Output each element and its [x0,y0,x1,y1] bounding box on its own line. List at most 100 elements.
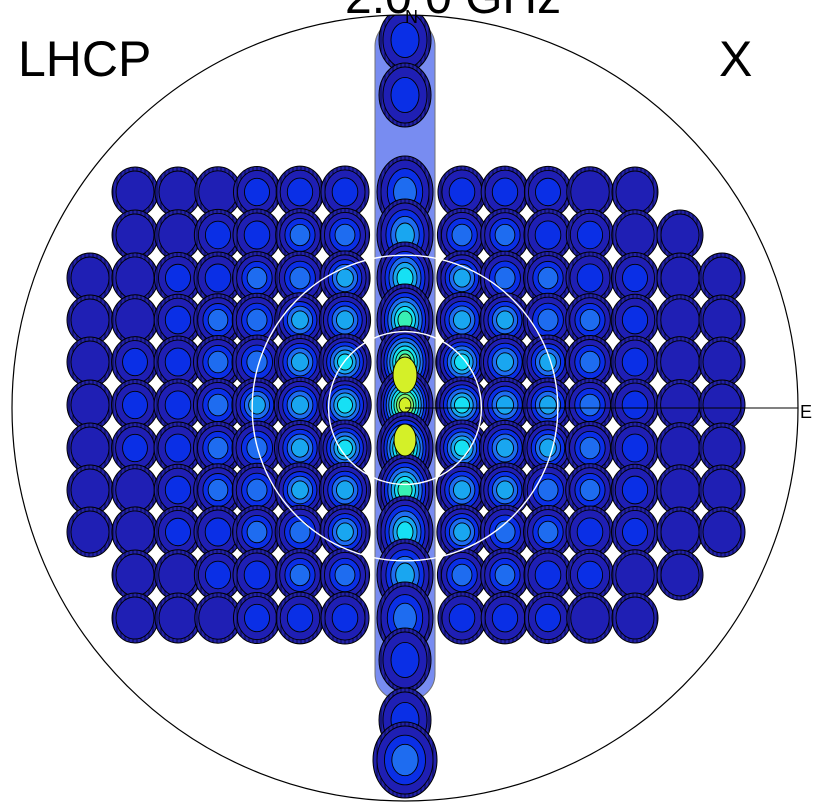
contour-level-0 [660,213,700,257]
contour-level-2 [391,743,419,777]
contour-level-3 [496,310,514,330]
contour-level-2 [494,266,516,290]
contour-level-1 [204,263,232,293]
contour-level-1 [164,305,192,335]
contour-level-1 [535,603,561,633]
contour-level-0 [702,256,742,300]
contour-level-1 [576,220,604,250]
contour-level-2 [579,350,601,374]
contour-level-3 [453,268,471,288]
contour-level-2 [494,563,516,587]
contour-level-2 [289,520,311,544]
peak-lower [393,423,417,457]
contour-level-2 [207,308,229,332]
contour-level-0 [158,213,198,257]
contour-level-0 [615,170,655,214]
contour-level-0 [70,256,110,300]
component-label: X [719,31,753,87]
contour-level-2 [537,266,559,290]
chart-title: 2.0 0 GHz [345,0,561,22]
contour-level-0 [702,510,742,554]
contour-level-3 [496,352,514,372]
contour-level-0 [115,298,155,342]
contour-level-3 [291,352,309,372]
contour-level-2 [579,308,601,332]
contour-level-3 [495,395,515,415]
contour-level-1 [164,347,192,377]
contour-level-1 [331,177,359,207]
contour-level-3 [248,395,266,415]
contour-level-1 [534,220,562,250]
contour-level-1 [204,560,232,590]
contour-level-0 [115,256,155,300]
contour-level-0 [70,510,110,554]
contour-level-1 [621,390,649,420]
contour-level-0 [70,340,110,384]
contour-level-0 [198,170,238,214]
contour-level-2 [246,308,268,332]
contour-level-2 [537,308,559,332]
contour-level-0 [158,596,198,640]
contour-level-1 [164,475,192,505]
contour-level-4 [454,353,470,371]
contour-level-1 [165,517,191,547]
contour-level-2 [207,436,229,460]
contour-level-1 [204,517,232,547]
contour-level-1 [534,560,562,590]
contour-level-0 [570,596,610,640]
contour-level-1 [122,347,148,377]
contour-level-0 [660,510,700,554]
contour-level-0 [115,596,155,640]
contour-level-2 [289,223,311,247]
contour-level-0 [615,213,655,257]
contour-level-1 [390,76,420,114]
contour-level-1 [286,177,314,207]
contour-level-1 [448,603,476,633]
contour-level-3 [496,438,514,458]
contour-level-2 [246,520,268,544]
contour-level-1 [622,517,648,547]
contour-level-0 [615,596,655,640]
contour-level-3 [539,438,557,458]
east-label: E [800,402,813,422]
contour-level-3 [291,480,309,500]
ring-10deg [327,330,483,486]
contour-level-0 [660,256,700,300]
contour-level-2 [207,478,229,502]
contour-level-1 [244,177,270,207]
contour-level-2 [537,520,559,544]
contour-level-1 [622,263,648,293]
contour-level-3 [496,480,514,500]
contour-level-3 [453,310,471,330]
contour-level-0 [70,468,110,512]
contour-level-0 [70,383,110,427]
contour-level-1 [621,433,649,463]
contour-level-0 [70,298,110,342]
contour-level-1 [122,390,148,420]
contour-level-1 [286,603,314,633]
contour-level-1 [243,220,271,250]
contour-level-4 [454,439,470,457]
contour-level-0 [115,213,155,257]
contour-level-1 [331,603,359,633]
contour-layer [66,15,746,799]
contour-level-1 [576,517,604,547]
contour-level-1 [491,603,519,633]
contour-level-2 [334,563,356,587]
contour-level-3 [336,522,354,542]
contour-level-1 [576,263,604,293]
contour-level-0 [70,426,110,470]
contour-level-3 [291,395,309,415]
contour-level-2 [334,223,356,247]
contour-level-2 [494,223,516,247]
contour-level-0 [702,383,742,427]
contour-level-0 [660,298,700,342]
contour-level-1 [165,263,191,293]
contour-level-1 [535,177,561,207]
contour-level-0 [702,468,742,512]
contour-level-0 [702,340,742,384]
contour-level-1 [448,177,476,207]
contour-level-3 [539,395,557,415]
